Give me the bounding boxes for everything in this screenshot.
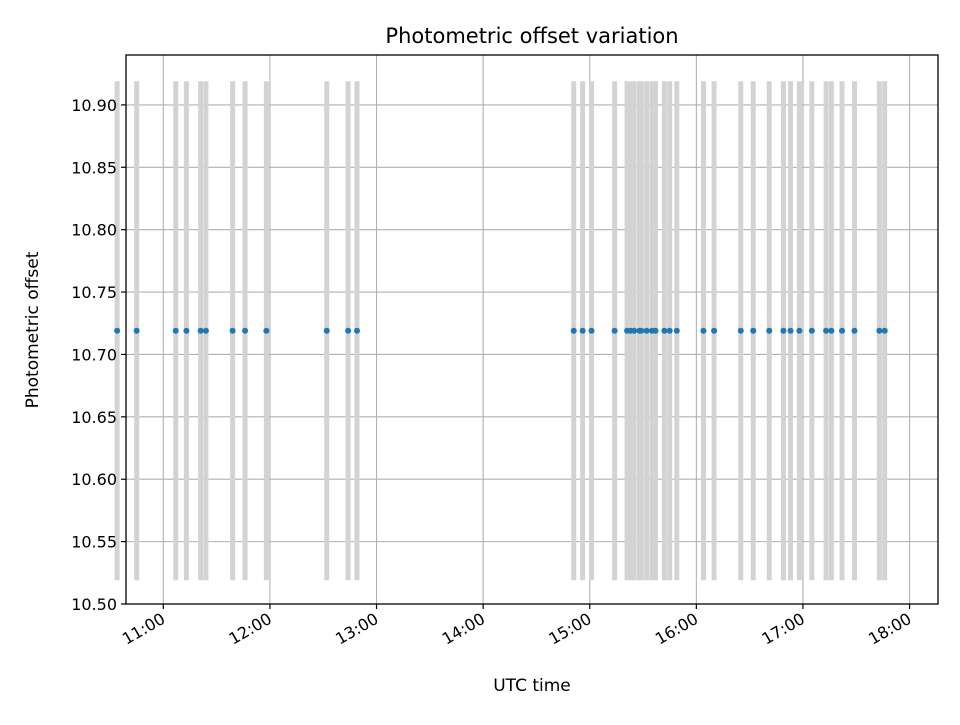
- data-point: [737, 327, 744, 334]
- data-point: [876, 327, 883, 334]
- data-point: [588, 327, 595, 334]
- data-point: [114, 327, 121, 334]
- data-point: [796, 327, 803, 334]
- data-point: [750, 327, 757, 334]
- data-point: [823, 327, 830, 334]
- data-point: [172, 327, 179, 334]
- data-point: [133, 327, 140, 334]
- y-tick-label: 10.90: [71, 96, 117, 115]
- data-point: [700, 327, 707, 334]
- data-point: [652, 327, 659, 334]
- y-axis: 10.50 10.55 10.60 10.65 10.70 10.75 10.80 10.85…: [71, 96, 126, 614]
- y-axis-label: Photometric offset: [23, 251, 43, 408]
- data-point: [353, 327, 360, 334]
- y-tick-label: 10.55: [71, 533, 117, 552]
- data-point: [183, 327, 190, 334]
- data-point: [197, 327, 204, 334]
- plot-frame: [125, 54, 939, 605]
- data-point: [711, 327, 718, 334]
- data-point: [579, 327, 586, 334]
- data-point: [766, 327, 773, 334]
- data-point: [881, 327, 888, 334]
- data-point: [638, 327, 645, 334]
- data-point: [839, 327, 846, 334]
- data-points: [114, 327, 888, 334]
- y-tick-label: 10.50: [71, 595, 117, 614]
- data-point: [666, 327, 673, 334]
- data-point: [345, 327, 352, 334]
- data-point: [828, 327, 835, 334]
- y-tick-label: 10.80: [71, 221, 117, 240]
- grid-lines: [126, 55, 938, 605]
- data-point: [202, 327, 209, 334]
- data-point: [611, 327, 618, 334]
- data-point: [229, 327, 236, 334]
- y-tick-label: 10.70: [71, 345, 117, 364]
- x-axis-label: UTC time: [493, 676, 571, 696]
- data-point: [323, 327, 330, 334]
- data-point: [643, 327, 650, 334]
- data-point: [780, 327, 787, 334]
- data-point: [242, 327, 249, 334]
- chart-title: Photometric offset variation: [385, 24, 678, 48]
- data-point: [631, 327, 638, 334]
- data-point: [570, 327, 577, 334]
- data-point: [808, 327, 815, 334]
- y-tick-label: 10.60: [71, 470, 117, 489]
- data-point: [851, 327, 858, 334]
- y-tick-label: 10.75: [71, 283, 117, 302]
- y-tick-label: 10.65: [71, 408, 117, 427]
- data-point: [787, 327, 794, 334]
- data-point: [673, 327, 680, 334]
- y-tick-label: 10.85: [71, 158, 117, 177]
- data-point: [661, 327, 668, 334]
- data-point: [263, 327, 270, 334]
